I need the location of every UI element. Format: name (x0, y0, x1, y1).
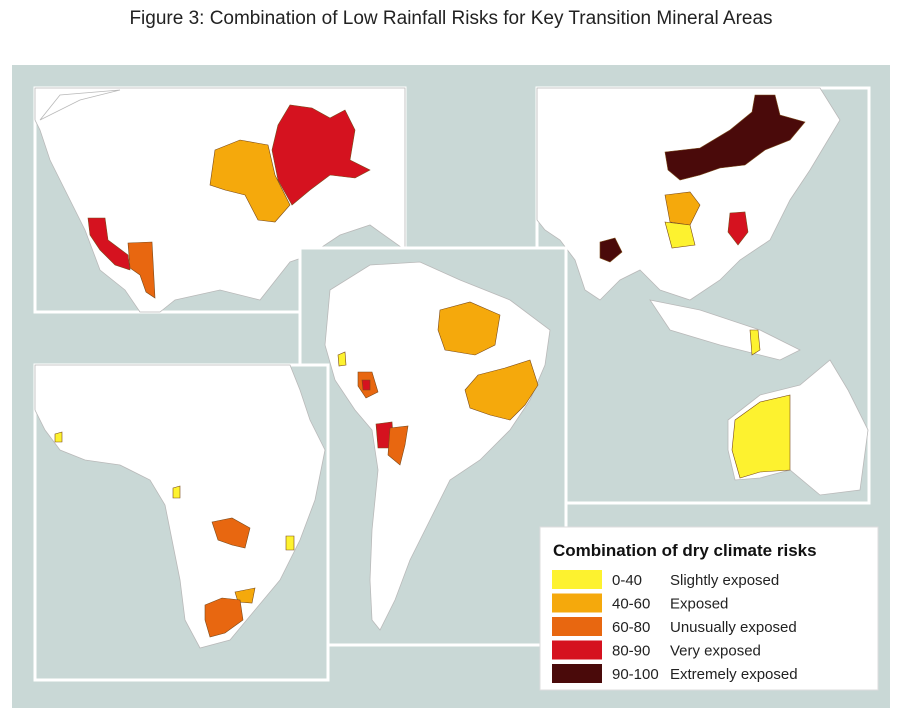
risk-region (127, 241, 156, 299)
risk-region (437, 301, 501, 356)
risk-region (361, 379, 371, 391)
risk-region (664, 94, 806, 181)
legend-swatch (552, 593, 602, 613)
risk-region (664, 191, 701, 226)
asia-inset (535, 86, 871, 505)
risk-region (271, 104, 371, 206)
north-america-inset (33, 86, 407, 314)
legend-range: 90-100 (612, 666, 659, 683)
risk-region (664, 221, 696, 249)
legend-swatch (552, 570, 602, 589)
legend-swatch (552, 640, 602, 660)
figure-title: Figure 3: Combination of Low Rainfall Ri… (129, 8, 772, 29)
legend-swatch (552, 617, 602, 636)
legend-range: 0-40 (612, 572, 642, 589)
risk-region (749, 329, 761, 356)
legend-label: Slightly exposed (670, 572, 779, 589)
legend-label: Very exposed (670, 643, 761, 660)
legend-label: Exposed (670, 596, 728, 613)
risk-region (204, 597, 244, 638)
legend-label: Extremely exposed (670, 666, 798, 683)
risk-region (387, 425, 409, 466)
risk-region (87, 217, 131, 271)
africa-inset (33, 363, 330, 682)
south-america-inset (298, 246, 568, 647)
risk-region (234, 587, 256, 604)
legend-title: Combination of dry climate risks (553, 541, 817, 560)
risk-region (211, 517, 251, 549)
legend-range: 60-80 (612, 619, 650, 636)
risk-region (731, 394, 791, 479)
legend-swatch (552, 664, 602, 683)
legend: Combination of dry climate risks 0-40 Sli… (539, 526, 879, 691)
risk-region (209, 139, 291, 223)
risk-region (172, 485, 181, 499)
risk-region (464, 359, 539, 421)
legend-range: 80-90 (612, 643, 650, 660)
legend-label: Unusually exposed (670, 619, 797, 636)
risk-region (599, 237, 623, 263)
risk-region (285, 535, 295, 551)
legend-range: 40-60 (612, 596, 650, 613)
risk-region (727, 211, 749, 246)
risk-region (337, 351, 347, 367)
risk-region (54, 431, 63, 443)
